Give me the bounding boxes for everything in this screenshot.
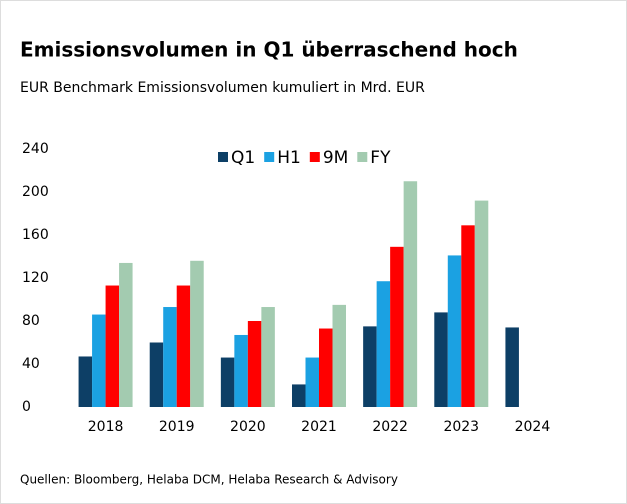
bar [163, 307, 177, 407]
bar [92, 314, 106, 407]
chart-title: Emissionsvolumen in Q1 überraschend hoch [20, 38, 518, 62]
bar [332, 304, 346, 407]
legend-swatch [264, 152, 275, 162]
bar [461, 225, 475, 407]
bar [363, 326, 377, 407]
bar [319, 328, 333, 407]
bar [390, 246, 404, 407]
x-tick-label: 2020 [230, 419, 266, 435]
bar [78, 356, 93, 407]
y-tick-label: 200 [22, 184, 49, 200]
bar [434, 312, 448, 407]
legend-label: FY [370, 148, 391, 168]
chart-subtitle: EUR Benchmark Emissionsvolumen kumuliert… [20, 80, 425, 96]
y-tick-label: 40 [22, 356, 40, 372]
bar [105, 285, 120, 407]
y-tick-label: 240 [22, 141, 49, 157]
legend-swatch [218, 152, 228, 162]
bar [376, 281, 391, 407]
legend-label: 9M [323, 148, 348, 168]
x-tick-label: 2018 [88, 419, 124, 435]
bar [447, 255, 462, 407]
bar [474, 200, 489, 407]
legend-label: H1 [277, 148, 301, 168]
y-tick-label: 0 [22, 399, 31, 415]
bar [505, 327, 519, 407]
x-tick-label: 2021 [301, 419, 337, 435]
bar [261, 307, 275, 407]
x-tick-label: 2023 [443, 419, 479, 435]
x-tick-label: 2024 [515, 419, 551, 435]
legend-swatch [357, 152, 368, 162]
x-tick-label: 2019 [159, 419, 195, 435]
legend-swatch [309, 152, 320, 162]
bar [292, 384, 306, 407]
bar [149, 342, 164, 407]
bar [234, 334, 248, 407]
bar [403, 181, 418, 407]
y-tick-label: 160 [22, 227, 49, 243]
bar [119, 262, 133, 407]
bar [190, 260, 204, 407]
bar [176, 285, 191, 407]
legend-label: Q1 [231, 148, 255, 168]
bar [247, 321, 262, 407]
bar [220, 357, 235, 407]
source: Quellen: Bloomberg, Helaba DCM, Helaba R… [20, 473, 398, 487]
y-tick-label: 120 [22, 270, 49, 286]
bar [305, 357, 319, 407]
x-tick-label: 2022 [372, 419, 408, 435]
y-tick-label: 80 [22, 313, 40, 329]
